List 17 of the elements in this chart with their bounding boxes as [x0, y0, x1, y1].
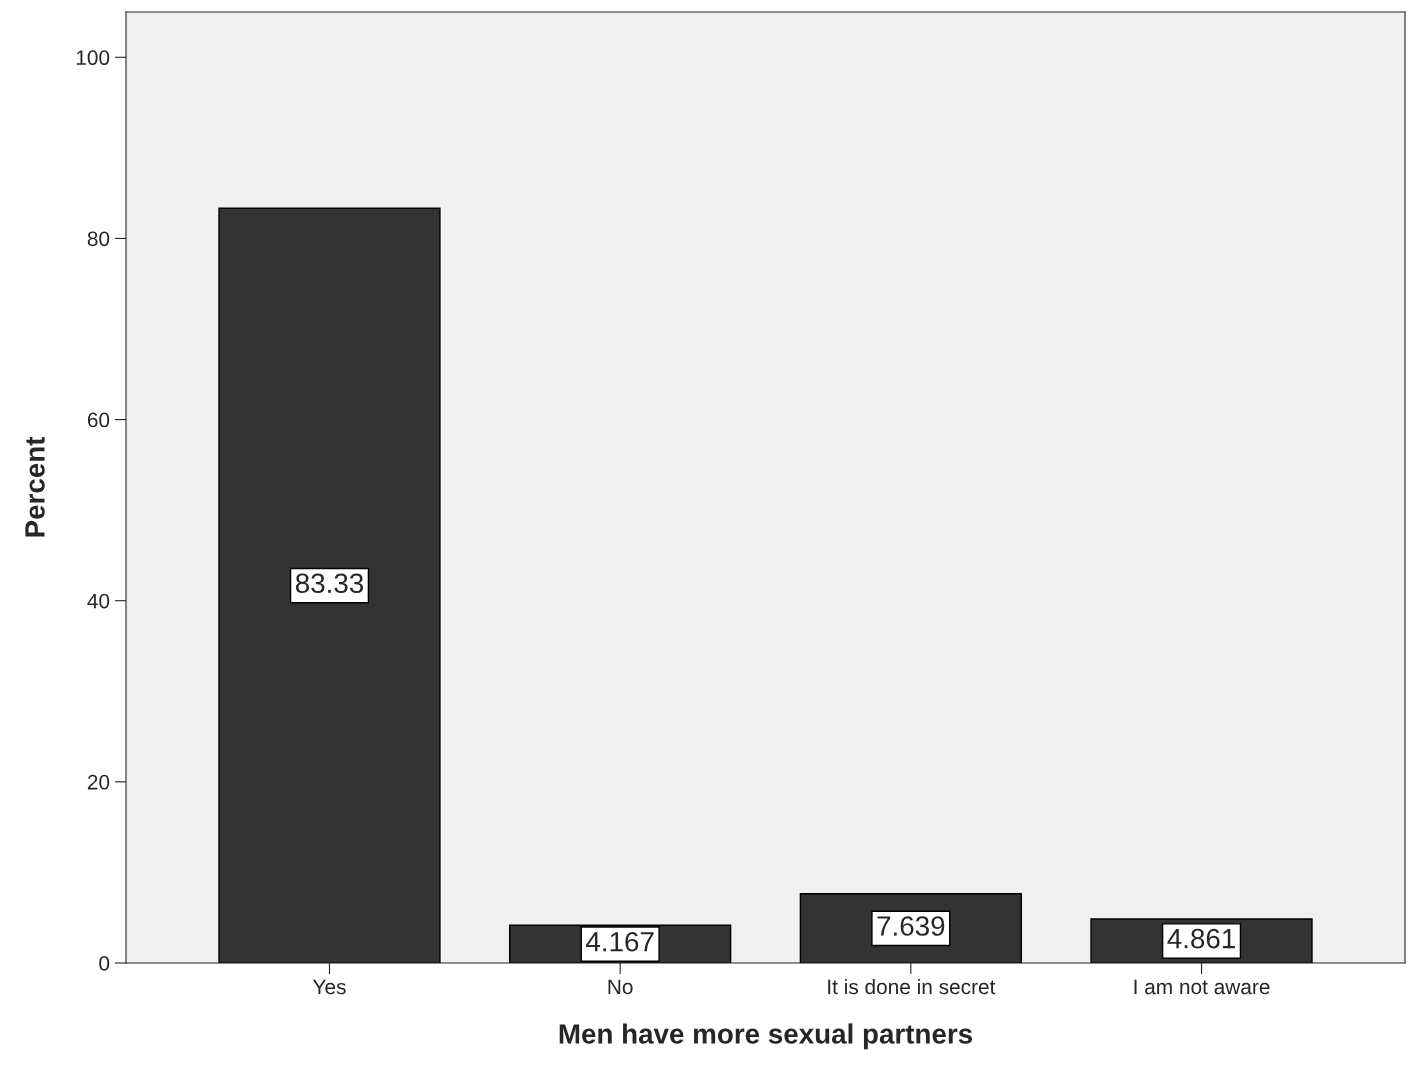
y-axis-title: Percent [25, 436, 45, 537]
x-axis-title: Men have more sexual partners [559, 1023, 973, 1050]
data-label: 83.33 [295, 573, 364, 594]
data-label: 4.167 [586, 931, 654, 952]
y-tick-label: 40 [87, 593, 110, 609]
x-tick-label: I am not aware [1134, 979, 1270, 995]
x-tick-label: It is done in secret [828, 978, 996, 995]
y-tick-label: 80 [87, 231, 110, 247]
x-tick-label: No [608, 979, 633, 995]
y-tick-label: 60 [87, 412, 110, 428]
y-tick-label: 0 [99, 956, 110, 971]
data-label: 4.861 [1167, 928, 1235, 949]
y-tick-label: 100 [76, 50, 110, 66]
y-tick-label: 20 [87, 774, 110, 790]
data-label: 7.639 [877, 916, 945, 936]
bar [218, 207, 441, 963]
x-tick-label: Yes [312, 979, 346, 995]
